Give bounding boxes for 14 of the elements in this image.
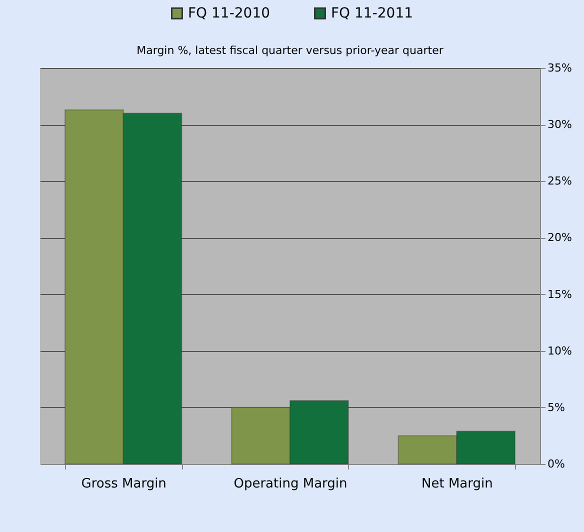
y-tick-label: 15% <box>548 288 572 301</box>
y-tick-label: 30% <box>548 118 572 132</box>
y-tick-label: 25% <box>548 174 572 188</box>
x-tick-label: Net Margin <box>421 476 493 492</box>
x-tick-label: Gross Margin <box>81 476 166 492</box>
y-tick-label: 5% <box>548 400 565 414</box>
y-tick-label: 35% <box>548 62 572 74</box>
y-tick-label: 10% <box>548 344 572 358</box>
y-tick-label: 20% <box>548 231 572 244</box>
chart-title: Margin %, latest fiscal quarter versus prior-year quarter <box>136 44 444 57</box>
y-tick-label: 0% <box>548 458 565 470</box>
legend-label: FQ 11-2011 <box>331 5 414 22</box>
x-tick-label: Operating Margin <box>234 476 348 492</box>
legend-label: FQ 11-2010 <box>188 5 270 22</box>
